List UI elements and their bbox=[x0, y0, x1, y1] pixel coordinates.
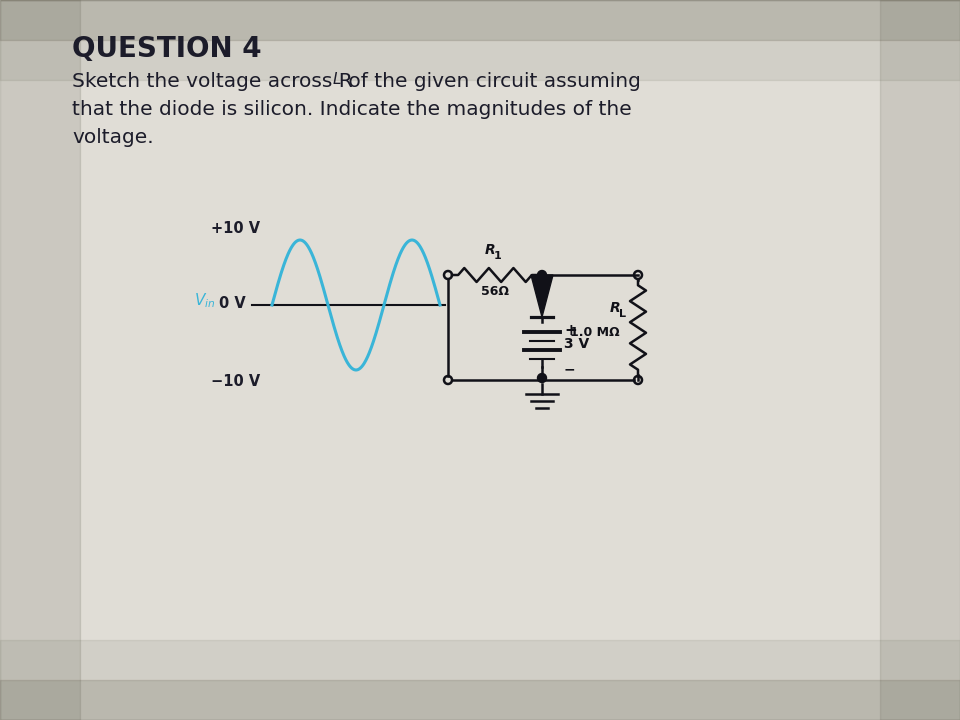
Text: 1: 1 bbox=[494, 251, 502, 261]
Text: QUESTION 4: QUESTION 4 bbox=[72, 35, 262, 63]
Text: −: − bbox=[564, 362, 576, 376]
Text: R: R bbox=[610, 300, 620, 315]
Circle shape bbox=[538, 271, 546, 279]
Text: 1.0 MΩ: 1.0 MΩ bbox=[570, 326, 620, 339]
Text: +10 V: +10 V bbox=[211, 221, 260, 236]
Text: 0 V: 0 V bbox=[219, 295, 246, 310]
Text: −10 V: −10 V bbox=[211, 374, 260, 389]
Circle shape bbox=[538, 374, 546, 382]
Text: L: L bbox=[333, 72, 342, 87]
Text: that the diode is silicon. Indicate the magnitudes of the: that the diode is silicon. Indicate the … bbox=[72, 100, 632, 119]
Text: 3 V: 3 V bbox=[564, 337, 589, 351]
Text: +: + bbox=[564, 323, 577, 338]
Text: L: L bbox=[619, 308, 626, 318]
Text: of the given circuit assuming: of the given circuit assuming bbox=[342, 72, 641, 91]
Polygon shape bbox=[531, 275, 553, 317]
Text: $V_{in}$: $V_{in}$ bbox=[194, 292, 215, 310]
Text: 56Ω: 56Ω bbox=[481, 285, 509, 298]
Text: Sketch the voltage across R: Sketch the voltage across R bbox=[72, 72, 352, 91]
Text: R: R bbox=[485, 243, 495, 257]
Text: voltage.: voltage. bbox=[72, 128, 154, 147]
